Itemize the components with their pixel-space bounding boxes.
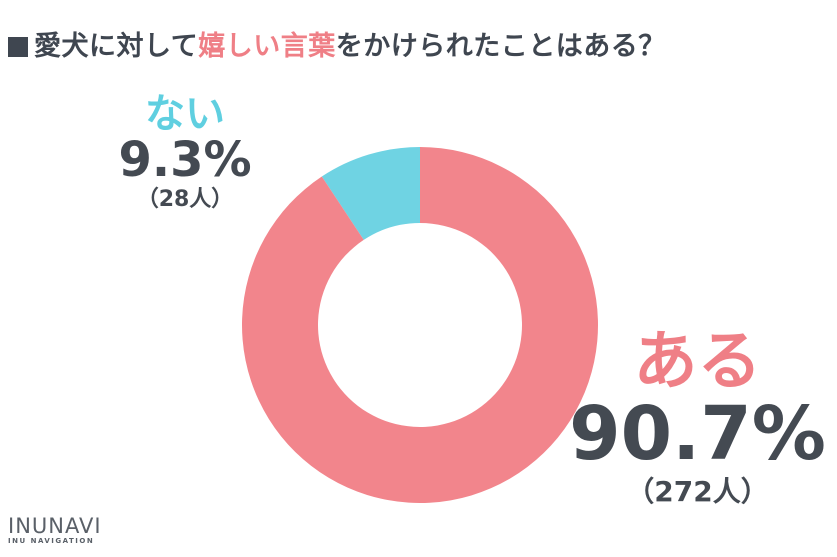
label-aru-count: （272人） [626, 475, 769, 509]
donut-slice-0 [321, 147, 420, 240]
logo-main: INUNAVI [8, 514, 102, 538]
title-prefix: 愛犬に対して [34, 31, 199, 62]
logo-sub: INU NAVIGATION [8, 537, 95, 545]
chart-title: 愛犬に対して嬉しい言葉をかけられたことはある？ [8, 24, 666, 63]
label-nai-category: ない [145, 91, 225, 137]
title-highlight: 嬉しい言葉 [198, 31, 336, 62]
label-aru-category: ある [633, 325, 762, 399]
label-nai-percent: 9.3% [118, 132, 252, 188]
inunavi-logo: INUNAVI INU NAVIGATION [8, 514, 102, 546]
label-aru-percent: 90.7% [569, 391, 826, 477]
label-nai-count: （28人） [136, 186, 234, 212]
label-aru: ある 90.7% （272人） [565, 330, 830, 509]
donut-slice-1 [242, 147, 598, 503]
title-suffix: をかけられたことはある？ [335, 31, 666, 62]
label-nai: ない 9.3% （28人） [96, 94, 274, 213]
title-square-icon [8, 37, 28, 57]
